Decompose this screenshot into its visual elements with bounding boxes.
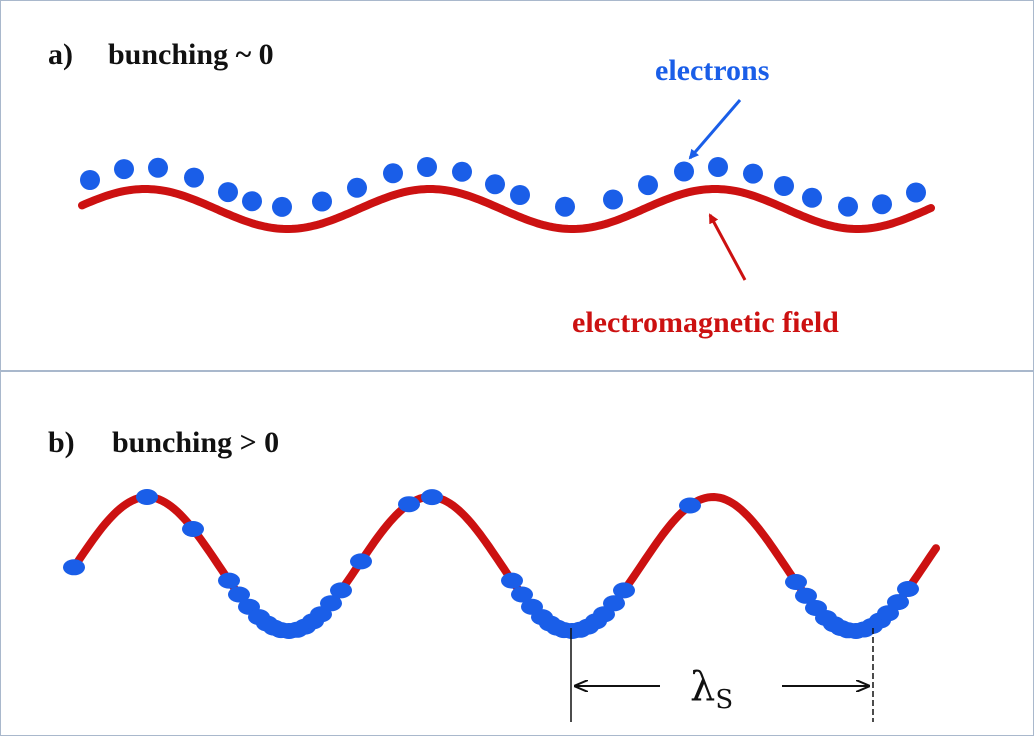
electron-b-14	[330, 582, 352, 599]
electron-b-16	[511, 586, 533, 603]
electrons-group-b	[63, 489, 919, 639]
panel-b-title: bunching > 0	[112, 426, 279, 459]
electron-a-7	[272, 196, 292, 217]
electron-a-17	[638, 175, 658, 196]
lambda-subscript: S	[715, 685, 733, 715]
electron-a-8	[312, 191, 332, 212]
electron-a-15	[555, 196, 575, 217]
panel-a-title: bunching ~ 0	[108, 38, 274, 71]
electron-b-46	[350, 553, 372, 570]
electron-b-49	[679, 497, 701, 514]
electron-a-19	[708, 157, 728, 177]
panel-a: a) bunching ~ 0 electrons electromagneti…	[48, 38, 935, 339]
electron-b-15	[501, 572, 523, 589]
electron-a-20	[743, 163, 763, 184]
electron-a-22	[802, 187, 822, 208]
electron-b-28	[613, 582, 635, 599]
electron-a-23	[838, 196, 858, 217]
electron-a-4	[184, 167, 204, 188]
electron-b-2	[228, 586, 250, 603]
field-wave-a	[78, 185, 935, 233]
electron-a-9	[347, 177, 367, 198]
electron-b-47	[398, 496, 420, 513]
electron-a-6	[242, 191, 262, 212]
electron-a-3	[148, 157, 168, 178]
panel-divider	[0, 370, 1034, 372]
electron-a-12	[452, 161, 472, 182]
electron-a-21	[774, 176, 794, 196]
electron-a-16	[603, 189, 623, 210]
electron-b-29	[785, 574, 807, 590]
electron-a-5	[218, 182, 238, 203]
electron-a-24	[872, 194, 892, 215]
electron-a-18	[674, 161, 694, 182]
electron-a-10	[383, 163, 403, 184]
field-label: electromagnetic field	[572, 306, 839, 339]
electron-b-48	[421, 489, 443, 506]
electron-a-25	[906, 182, 926, 203]
electron-a-11	[417, 157, 437, 177]
electrons-group-a	[80, 157, 926, 217]
electron-a-2	[114, 159, 134, 180]
electron-b-13	[320, 595, 342, 612]
electron-b-42	[897, 581, 919, 597]
panel-b-tag: b)	[48, 426, 75, 459]
wavelength-symbol: λS	[690, 664, 733, 715]
electron-a-1	[80, 170, 100, 190]
electron-a-13	[485, 174, 505, 195]
electron-b-27	[603, 595, 625, 612]
lambda-glyph: λ	[690, 664, 715, 710]
electron-b-41	[887, 594, 909, 611]
electron-b-44	[136, 489, 158, 505]
panel-a-tag: a)	[48, 38, 73, 71]
electron-a-14	[510, 185, 530, 205]
electron-b-1	[218, 572, 240, 589]
electron-b-45	[182, 521, 204, 537]
electron-b-43	[63, 559, 85, 576]
panel-b: b) bunching > 0 λS	[48, 426, 940, 722]
electrons-arrow	[688, 99, 742, 160]
field-arrow	[708, 213, 747, 281]
electron-b-30	[795, 587, 817, 604]
electrons-label: electrons	[655, 54, 769, 87]
